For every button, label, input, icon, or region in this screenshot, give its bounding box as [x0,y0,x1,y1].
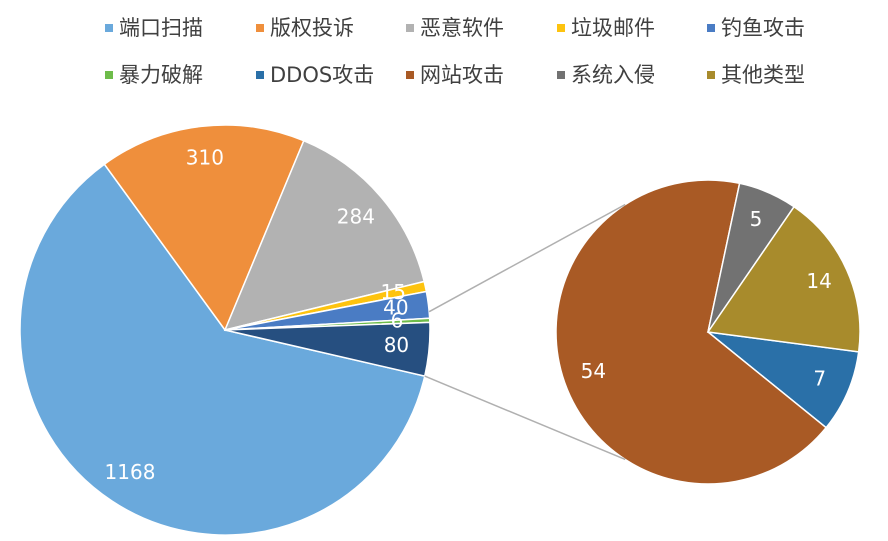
legend-label: 网站攻击 [420,63,504,87]
legend-swatch [406,24,414,32]
value-label: 6 [391,308,404,332]
pie-slice [19,163,426,536]
pie-slice [103,124,305,332]
legend-swatch [557,71,565,79]
legend-swatch [557,24,565,32]
legend-label: 版权投诉 [270,16,354,40]
legend-swatch [105,24,113,32]
value-label: 54 [581,359,606,383]
value-label: 40 [383,295,408,319]
legend-label: 其他类型 [721,63,805,87]
legend-label: 暴力破解 [119,63,203,87]
legend-label: 垃圾邮件 [571,16,655,40]
legend-swatch [256,71,264,79]
pie-slice [223,139,426,332]
legend-swatch [406,71,414,79]
legend-swatch [707,71,715,79]
legend-label: 恶意软件 [420,16,504,40]
legend-label: DDOS攻击 [270,63,374,87]
pie-slice [705,330,860,429]
legend-swatch [707,24,715,32]
value-label: 80 [384,333,409,357]
value-label: 284 [337,205,375,229]
legend-swatch [256,24,264,32]
value-label: 15 [381,280,406,304]
legend-label: 钓鱼攻击 [721,16,805,40]
pie-slice [224,321,431,378]
value-label: 14 [806,269,831,293]
legend-swatch [105,71,113,79]
value-label: 7 [813,367,826,391]
pie-slice [555,179,828,485]
connector-line [428,203,626,313]
value-label: 310 [186,145,224,169]
legend-label: 系统入侵 [571,63,655,87]
legend-label: 端口扫描 [119,16,203,40]
pie-slice [706,205,861,353]
value-label: 1168 [105,460,156,484]
value-label: 5 [750,207,763,231]
connector-line [424,375,626,461]
